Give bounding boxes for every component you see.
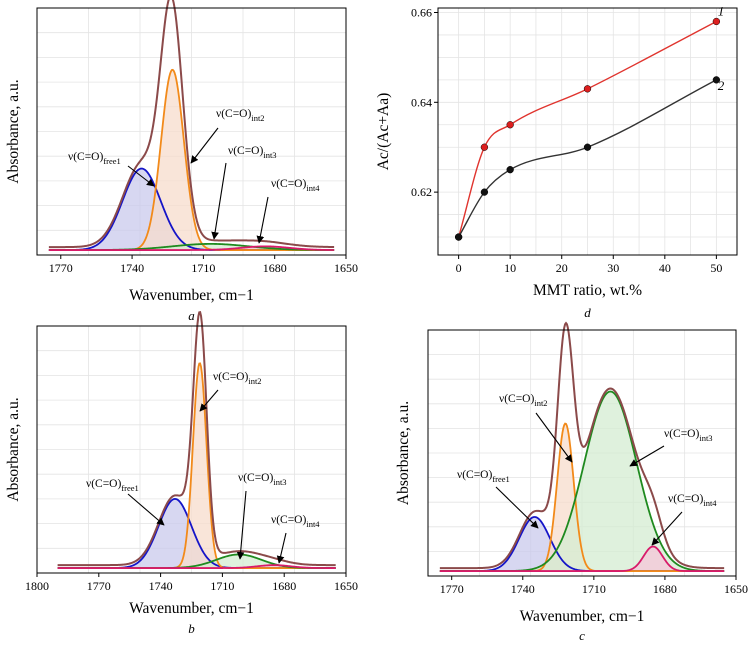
x-axis-label: Wavenumber, cm−1 bbox=[520, 608, 645, 625]
band-curve-int4 bbox=[57, 564, 336, 569]
series-label-2: 2 bbox=[718, 78, 725, 93]
band-curve-int4 bbox=[439, 545, 725, 572]
x-tick-label: 1770 bbox=[87, 579, 111, 593]
panel-caption: d bbox=[584, 305, 591, 320]
band-label-free1: ν(C=O)free1 bbox=[86, 478, 139, 493]
plot-frame bbox=[36, 325, 347, 574]
band-label-arrow bbox=[535, 412, 573, 463]
x-tick-label: 20 bbox=[556, 261, 568, 275]
y-tick-label: 0.62 bbox=[411, 185, 432, 199]
band-label-arrow bbox=[495, 486, 539, 529]
plot-frame bbox=[437, 7, 738, 256]
band-label-free1: ν(C=O)free1 bbox=[457, 469, 510, 484]
band-label-arrow bbox=[190, 127, 219, 164]
band-label-arrow bbox=[199, 389, 219, 412]
panel-a: 1770 1740 1710 1680 1650 Wavenumber, cm−1 Abso… bbox=[5, 0, 358, 323]
x-tick-label: 1800 bbox=[25, 579, 49, 593]
x-tick-label: 1680 bbox=[272, 579, 296, 593]
data-point-series-1 bbox=[506, 121, 514, 129]
y-tick-label: 0.64 bbox=[411, 95, 432, 109]
envelope-curve bbox=[439, 321, 725, 570]
band-label-free1: ν(C=O)free1 bbox=[68, 151, 121, 166]
band-fill-int2 bbox=[48, 69, 335, 251]
x-tick-label: 1650 bbox=[334, 261, 358, 275]
x-tick-label: 1740 bbox=[511, 582, 535, 596]
y-axis-label: Absorbance, a.u. bbox=[5, 79, 22, 183]
band-label-int3: ν(C=O)int3 bbox=[664, 428, 713, 443]
band-label-arrow bbox=[236, 490, 247, 560]
panel-caption: c bbox=[579, 628, 585, 643]
panel-c: 1770 1740 1710 1680 1650 Wavenumber, cm−1 Abso… bbox=[395, 321, 748, 643]
series-label-1: 1 bbox=[718, 3, 725, 18]
band-label-arrow bbox=[276, 532, 287, 564]
band-label-arrow bbox=[629, 445, 665, 467]
band-label-arrow bbox=[127, 165, 155, 187]
band-fill-free1 bbox=[439, 516, 725, 572]
plot-frame bbox=[427, 329, 737, 577]
series-line-2 bbox=[458, 79, 717, 238]
x-tick-label: 1650 bbox=[334, 579, 358, 593]
x-tick-label: 40 bbox=[659, 261, 671, 275]
x-tick-label: 1770 bbox=[49, 261, 73, 275]
band-label-int3: ν(C=O)int3 bbox=[238, 472, 287, 487]
data-point-series-2 bbox=[480, 188, 489, 196]
band-label-arrow bbox=[256, 196, 269, 244]
data-point-series-1 bbox=[583, 85, 592, 93]
series-line-1 bbox=[457, 20, 717, 238]
x-tick-label: 1710 bbox=[191, 261, 215, 275]
data-point-series-2 bbox=[712, 76, 721, 84]
x-tick-label: 1710 bbox=[210, 579, 234, 593]
x-tick-label: 1680 bbox=[263, 261, 287, 275]
band-label-int2: ν(C=O)int2 bbox=[499, 393, 548, 408]
band-label-int4: ν(C=O)int4 bbox=[271, 514, 320, 529]
envelope-curve bbox=[48, 0, 335, 249]
plot-frame bbox=[36, 7, 347, 256]
x-tick-label: 1650 bbox=[724, 582, 748, 596]
band-label-arrow bbox=[211, 162, 227, 240]
panel-b: 1800 1770 1740 1710 1680 1650 Wavenumber, cm−1… bbox=[5, 311, 358, 636]
band-label-int4: ν(C=O)int4 bbox=[668, 493, 717, 508]
data-point-series-2 bbox=[454, 233, 463, 241]
y-axis-label: Absorbance, a.u. bbox=[5, 397, 22, 501]
band-label-int4: ν(C=O)int4 bbox=[271, 178, 320, 193]
band-label-int2: ν(C=O)int2 bbox=[213, 371, 262, 386]
band-fill-int4 bbox=[439, 546, 725, 572]
y-axis-label: Absorbance, a.u. bbox=[395, 401, 412, 505]
x-axis-label: MMT ratio, wt.% bbox=[533, 282, 642, 299]
band-curve-int4 bbox=[48, 245, 335, 251]
panel-caption: a bbox=[188, 308, 195, 323]
x-tick-label: 1770 bbox=[440, 582, 464, 596]
data-point-series-2 bbox=[583, 143, 592, 151]
data-point-series-1 bbox=[712, 17, 721, 26]
x-tick-label: 10 bbox=[504, 261, 516, 275]
x-tick-label: 1710 bbox=[582, 582, 606, 596]
y-axis-label: Ac/(Ac+Aa) bbox=[375, 93, 392, 171]
envelope-curve bbox=[57, 311, 336, 567]
data-point-series-1 bbox=[480, 143, 489, 151]
y-tick-label: 0.66 bbox=[411, 5, 432, 19]
band-label-int3: ν(C=O)int3 bbox=[228, 145, 277, 160]
x-tick-label: 1740 bbox=[120, 261, 144, 275]
panel-caption: b bbox=[188, 621, 195, 636]
band-label-arrow bbox=[127, 493, 165, 526]
band-fill-free1 bbox=[48, 168, 335, 251]
x-tick-label: 30 bbox=[607, 261, 619, 275]
x-tick-label: 1740 bbox=[149, 579, 173, 593]
x-tick-label: 50 bbox=[710, 261, 722, 275]
band-label-arrow bbox=[651, 511, 683, 546]
x-tick-label: 1680 bbox=[653, 582, 677, 596]
band-fill-int2 bbox=[57, 363, 336, 569]
x-tick-label: 0 bbox=[456, 261, 462, 275]
x-axis-label: Wavenumber, cm−1 bbox=[129, 600, 254, 617]
data-point-series-2 bbox=[506, 166, 514, 174]
x-axis-label: Wavenumber, cm−1 bbox=[129, 287, 254, 304]
band-label-int2: ν(C=O)int2 bbox=[216, 108, 265, 123]
